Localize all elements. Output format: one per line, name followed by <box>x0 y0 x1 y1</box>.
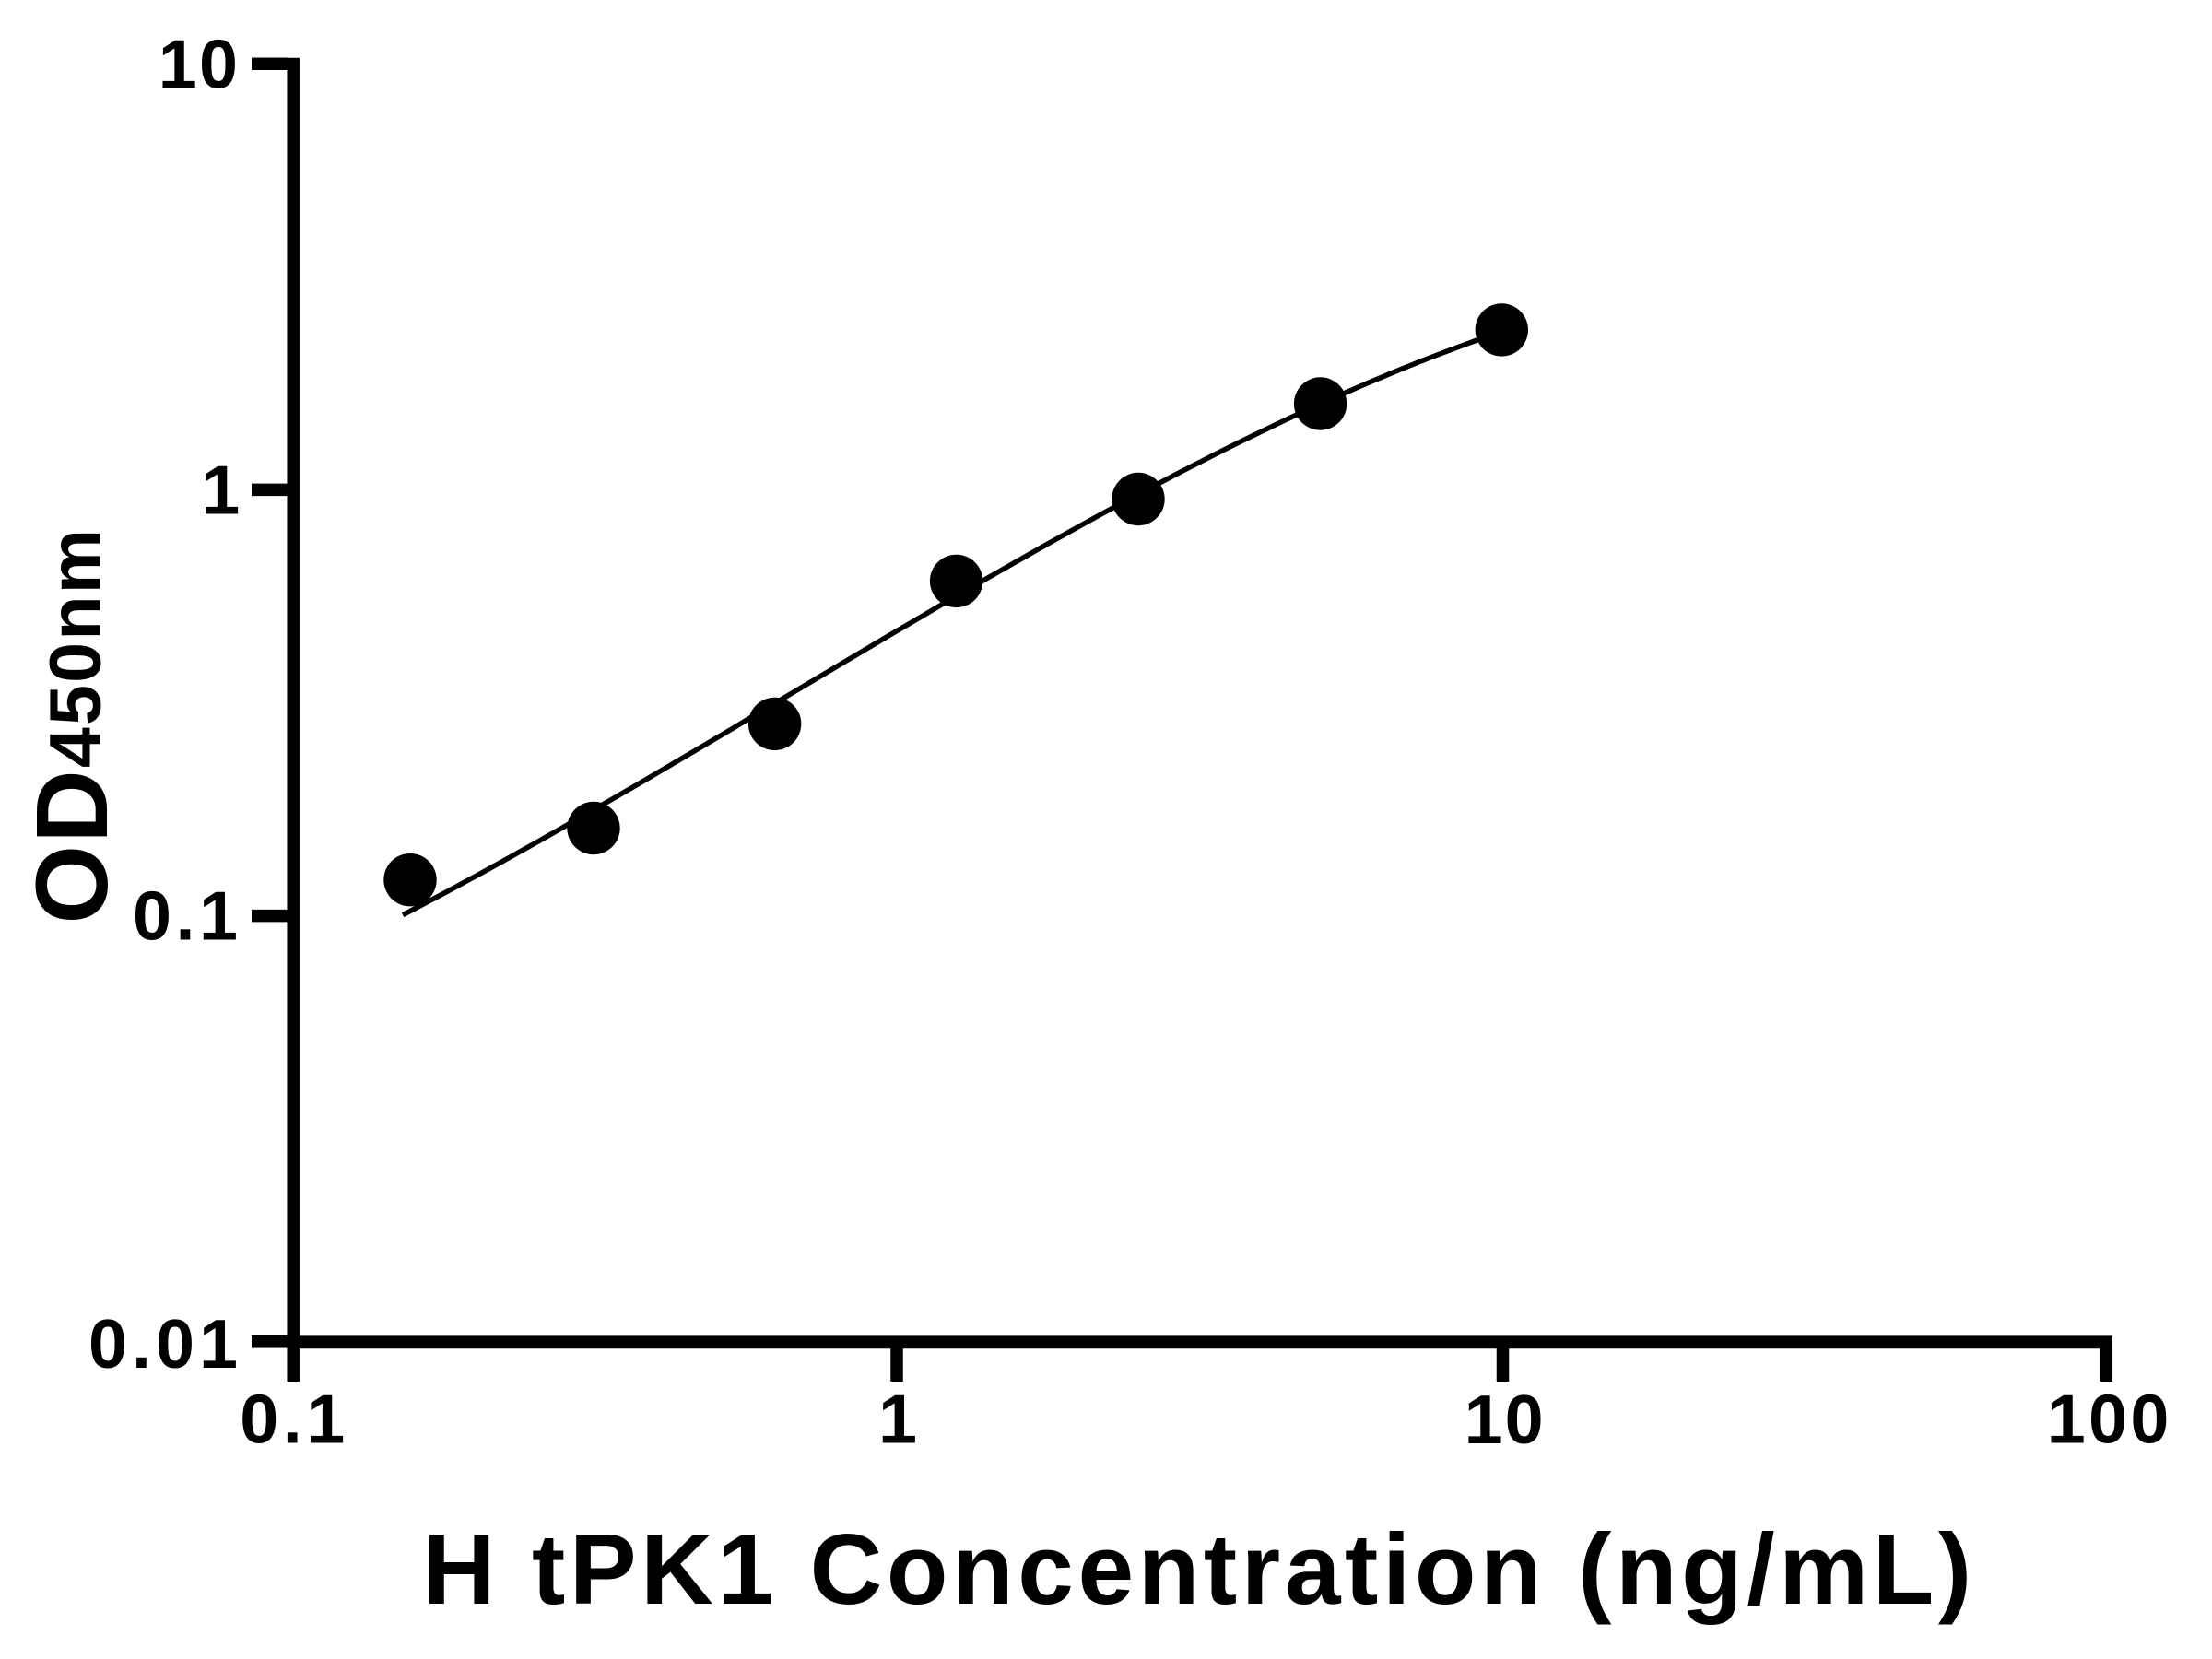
svg-text:OD450nm: OD450nm <box>16 527 129 924</box>
svg-text:1: 1 <box>878 1381 917 1458</box>
svg-text:H tPK1 Concentration (ng/mL): H tPK1 Concentration (ng/mL) <box>423 1513 1976 1626</box>
svg-text:0.1: 0.1 <box>133 877 241 955</box>
svg-text:1: 1 <box>201 451 240 528</box>
svg-text:0.1: 0.1 <box>240 1381 348 1458</box>
svg-text:10: 10 <box>1465 1381 1546 1458</box>
svg-text:10: 10 <box>159 25 241 102</box>
svg-text:0.01: 0.01 <box>88 1305 242 1382</box>
svg-text:100: 100 <box>2047 1381 2172 1458</box>
